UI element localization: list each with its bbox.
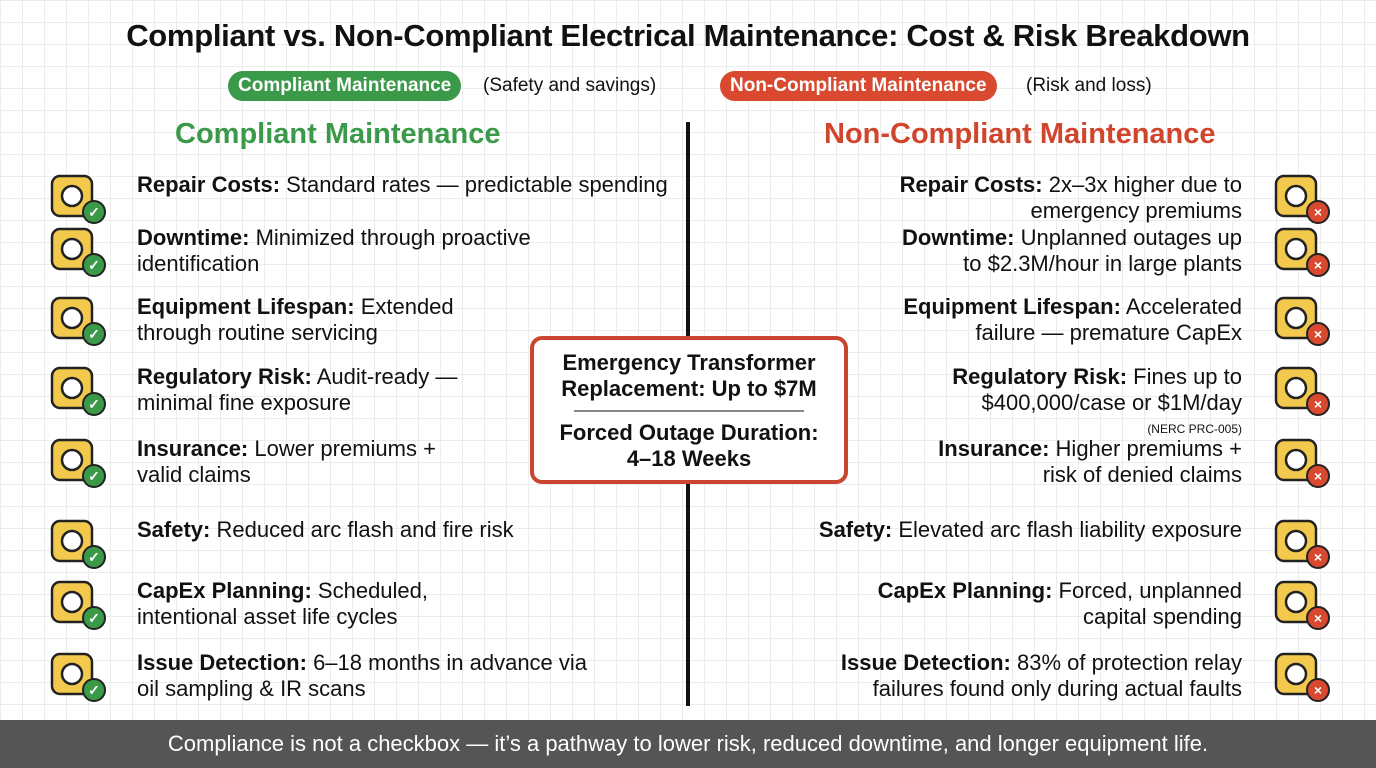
icon: ✓ xyxy=(50,174,106,224)
icon: ✓ xyxy=(50,366,106,416)
icon: ✓ xyxy=(50,519,106,569)
item-label: Equipment Lifespan: xyxy=(903,294,1121,319)
item-text: Scheduled, intentional asset life cycles xyxy=(137,578,429,629)
icon: × xyxy=(1274,652,1330,702)
item-label: Regulatory Risk: xyxy=(137,364,312,389)
item-text: Higher premiums + risk of denied claims xyxy=(1042,436,1242,487)
item: Insurance: Lower premiums + valid claims xyxy=(137,436,447,488)
center-box: Emergency Transformer Replacement: Up to… xyxy=(530,336,848,484)
legend-desc: (Risk and loss) xyxy=(1026,75,1152,96)
svg-text:×: × xyxy=(1314,204,1322,220)
item-label: Equipment Lifespan: xyxy=(137,294,355,319)
svg-text:×: × xyxy=(1314,682,1322,698)
item-label: Issue Detection: xyxy=(840,650,1011,675)
icon: × xyxy=(1274,174,1330,224)
item-text: Lower premiums + valid claims xyxy=(137,436,436,487)
title: Compliant vs. Non-Compliant Electrical M… xyxy=(126,18,1250,53)
icon: ✓ xyxy=(50,652,106,702)
item-label: Repair Costs: xyxy=(899,172,1043,197)
item: Equipment Lifespan: Extended through rou… xyxy=(137,294,477,346)
item-label: Downtime: xyxy=(137,225,250,250)
item: Regulatory Risk: Fines up to $400,000/ca… xyxy=(912,364,1242,442)
item-text: Reduced arc flash and fire risk xyxy=(216,517,514,542)
item: Issue Detection: 83% of protection relay… xyxy=(822,650,1242,702)
item: Regulatory Risk: Audit-ready — minimal f… xyxy=(137,364,477,416)
column-title: Compliant Maintenance xyxy=(175,118,501,150)
item: Safety: Reduced arc flash and fire risk xyxy=(137,517,557,543)
item-text: Audit-ready — minimal fine exposure xyxy=(137,364,458,415)
item-text: Unplanned outages up to $2.3M/hour in la… xyxy=(963,225,1242,276)
icon: ✓ xyxy=(50,438,106,488)
box-rule xyxy=(574,410,804,412)
item: Repair Costs: Standard rates — predictab… xyxy=(137,172,697,198)
item: Safety: Elevated arc flash liability exp… xyxy=(782,517,1242,543)
item-label: Safety: xyxy=(818,517,893,542)
item-label: Safety: xyxy=(137,517,211,542)
footer: Compliance is not a checkbox — it’s a pa… xyxy=(0,720,1376,768)
item-text: Elevated arc flash liability exposure xyxy=(898,517,1242,542)
item-text: Extended through routine servicing xyxy=(137,294,454,345)
svg-text:✓: ✓ xyxy=(88,204,100,220)
svg-text:✓: ✓ xyxy=(88,468,100,484)
item-label: CapEx Planning: xyxy=(137,578,312,603)
icon: ✓ xyxy=(50,296,106,346)
item-text: 2x–3x higher due to emergency premiums xyxy=(1030,172,1242,223)
item-label: Issue Detection: xyxy=(137,650,307,675)
icon: ✓ xyxy=(50,580,106,630)
svg-text:✓: ✓ xyxy=(88,610,100,626)
icon: × xyxy=(1274,580,1330,630)
svg-text:×: × xyxy=(1314,549,1322,565)
svg-text:✓: ✓ xyxy=(88,326,100,342)
item: Repair Costs: 2x–3x higher due to emerge… xyxy=(872,172,1242,224)
item-label: CapEx Planning: xyxy=(877,578,1053,603)
item-label: Downtime: xyxy=(902,225,1015,250)
item: Downtime: Unplanned outages up to $2.3M/… xyxy=(882,225,1242,277)
icon: × xyxy=(1274,227,1330,277)
svg-text:✓: ✓ xyxy=(88,682,100,698)
item-text: Accelerated failure — premature CapEx xyxy=(975,294,1242,345)
icon: × xyxy=(1274,519,1330,569)
item-label: Insurance: xyxy=(137,436,249,461)
item: Insurance: Higher premiums + risk of den… xyxy=(922,436,1242,488)
svg-text:×: × xyxy=(1314,468,1322,484)
svg-text:×: × xyxy=(1314,326,1322,342)
item-text: Standard rates — predictable spending xyxy=(286,172,668,197)
icon: × xyxy=(1274,296,1330,346)
icon: ✓ xyxy=(50,227,106,277)
item-text: 6–18 months in advance via oil sampling … xyxy=(137,650,588,701)
item: Issue Detection: 6–18 months in advance … xyxy=(137,650,597,702)
item: CapEx Planning: Forced, unplanned capita… xyxy=(852,578,1242,630)
box-line: Emergency Transformer Replacement: Up to… xyxy=(561,350,817,401)
box-line: Forced Outage Duration: 4–18 Weeks xyxy=(559,420,819,471)
svg-text:✓: ✓ xyxy=(88,396,100,412)
item-label: Repair Costs: xyxy=(137,172,281,197)
legend-pill: Compliant Maintenance xyxy=(228,71,462,101)
item: Downtime: Minimized through proactive id… xyxy=(137,225,577,277)
item-text: 83% of protection relay failures found o… xyxy=(872,650,1242,701)
item: CapEx Planning: Scheduled, intentional a… xyxy=(137,578,457,630)
item-label: Insurance: xyxy=(938,436,1050,461)
legend-desc: (Safety and savings) xyxy=(483,75,657,96)
icon: × xyxy=(1274,366,1330,416)
item-text: Forced, unplanned capital spending xyxy=(1058,578,1242,629)
svg-text:×: × xyxy=(1314,610,1322,626)
column-title: Non-Compliant Maintenance xyxy=(824,118,1216,150)
svg-text:✓: ✓ xyxy=(88,549,100,565)
item-text: Fines up to $400,000/case or $1M/day xyxy=(981,364,1242,415)
svg-text:×: × xyxy=(1314,257,1322,273)
svg-text:×: × xyxy=(1314,396,1322,412)
icon: × xyxy=(1274,438,1330,488)
item: Equipment Lifespan: Accelerated failure … xyxy=(887,294,1242,346)
svg-text:✓: ✓ xyxy=(88,257,100,273)
item-text: Minimized through proactive identificati… xyxy=(137,225,531,276)
item-label: Regulatory Risk: xyxy=(952,364,1128,389)
legend-pill: Non-Compliant Maintenance xyxy=(720,71,997,101)
item-note: (NERC PRC-005) xyxy=(1147,422,1242,436)
